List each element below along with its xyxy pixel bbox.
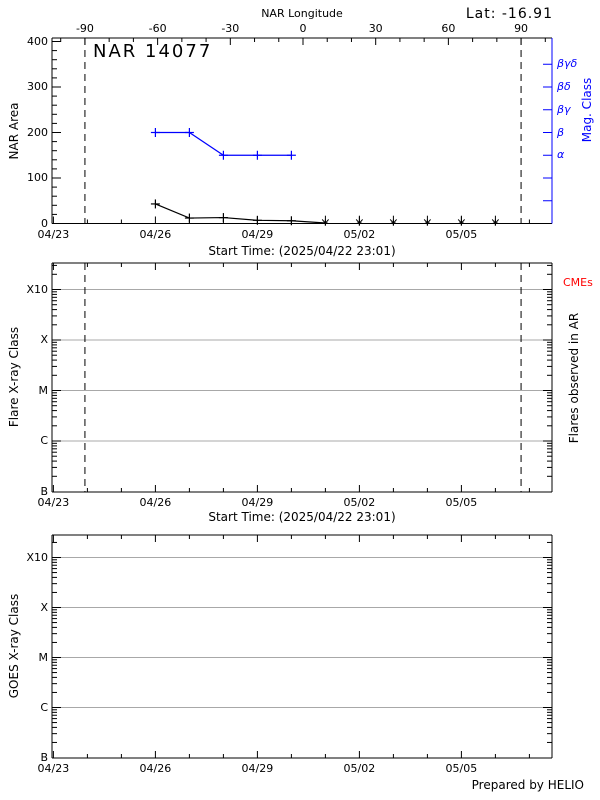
x-tick-label-04-23: 04/23 [37, 228, 70, 241]
x-tick-label-05-05: 05/05 [445, 762, 478, 775]
y-tick-label-C: C [40, 434, 48, 447]
x-tick-label-05-02: 05/02 [343, 228, 376, 241]
x-tick-label-04-26: 04/26 [139, 762, 172, 775]
y-tick-label-200: 200 [27, 125, 48, 139]
prepared-by-credit: Prepared by HELIO [471, 778, 584, 792]
x-tick-label-04-29: 04/29 [241, 228, 274, 241]
mag-class-tick-label: α [557, 148, 565, 162]
x-tick-label-04-23: 04/23 [37, 496, 70, 509]
y-tick-label-0: 0 [41, 216, 48, 230]
panel1-x-axis-title: Start Time: (2025/04/22 23:01) [208, 244, 396, 258]
y-tick-label-X10: X10 [26, 550, 48, 564]
y-tick-label-300: 300 [27, 80, 48, 93]
y-tick-label-100: 100 [27, 171, 48, 184]
panel1-y-axis-title: NAR Area [7, 102, 21, 160]
mag-class-tick-label: βγδ [557, 57, 578, 71]
longitude-tick-label--60: -60 [148, 22, 167, 35]
panel3-y-axis-title: GOES X-ray Class [7, 593, 21, 699]
cmes-label: CMEs [563, 276, 593, 289]
longitude-tick-label-60: 60 [441, 22, 456, 35]
x-tick-label-04-26: 04/26 [139, 228, 172, 241]
longitude-tick-label-90: 90 [514, 22, 529, 35]
y-tick-label-400: 400 [27, 34, 48, 48]
y-tick-label-C: C [40, 700, 48, 714]
x-tick-label-05-02: 05/02 [343, 762, 376, 775]
mag-class-tick-label: β [557, 125, 565, 139]
x-tick-label-05-05: 05/05 [445, 228, 478, 241]
longitude-tick-label--90: -90 [75, 22, 94, 35]
y-tick-label-X: X [40, 600, 48, 614]
latitude-annotation: Lat: -16.91 [465, 6, 553, 22]
panel2-y-axis-title: Flare X-ray Class [7, 326, 21, 428]
x-tick-label-04-29: 04/29 [241, 762, 274, 775]
nar-area-series-line [155, 203, 326, 224]
y-tick-label-M: M [38, 383, 49, 397]
x-tick-label-05-05: 05/05 [445, 496, 478, 509]
longitude-tick-label-0: 0 [299, 22, 307, 35]
panel2-x-axis-title: Start Time: (2025/04/22 23:01) [208, 510, 396, 524]
y-tick-label-X10: X10 [26, 282, 48, 296]
y-tick-label-X: X [40, 333, 48, 346]
longitude-tick-label-30: 30 [368, 22, 383, 35]
x-tick-label-04-23: 04/23 [37, 762, 70, 775]
top-axis-title: NAR Longitude [261, 7, 343, 20]
panel1-right-axis-title: Mag. Class [580, 77, 594, 143]
x-tick-label-04-29: 04/29 [241, 496, 274, 509]
flares-observed-label: Flares observed in AR [567, 312, 581, 444]
y-tick-label-B: B [40, 750, 48, 764]
x-tick-label-05-02: 05/02 [343, 496, 376, 509]
panel1-title: NAR 14077 [93, 41, 213, 62]
mag-class-tick-label: βγ [557, 102, 571, 116]
x-tick-label-04-26: 04/26 [139, 496, 172, 509]
longitude-tick-label--30: -30 [221, 22, 240, 35]
y-tick-label-B: B [40, 484, 48, 498]
y-tick-label-M: M [38, 650, 49, 664]
mag-class-tick-label: βδ [557, 80, 571, 93]
